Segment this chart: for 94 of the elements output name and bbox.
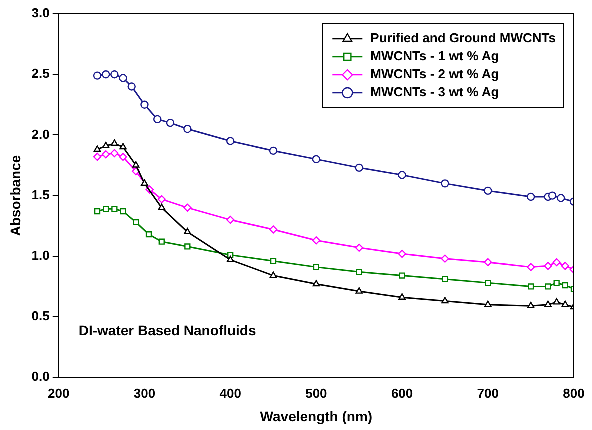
point xyxy=(120,208,126,215)
point xyxy=(119,74,128,82)
point xyxy=(94,146,102,152)
point xyxy=(557,194,566,202)
point xyxy=(312,236,321,245)
point xyxy=(527,302,535,308)
legend-label: Purified and Ground MWCNTs xyxy=(370,30,556,46)
point xyxy=(102,70,110,79)
point xyxy=(355,244,364,252)
x-tick-label: 500 xyxy=(306,386,328,401)
point xyxy=(102,150,110,159)
point xyxy=(544,300,552,308)
point xyxy=(484,258,492,267)
point xyxy=(226,216,235,224)
point xyxy=(270,272,278,278)
point xyxy=(553,298,560,305)
point xyxy=(141,180,148,186)
point xyxy=(184,204,192,212)
x-tick-label: 600 xyxy=(391,386,414,401)
point xyxy=(442,276,448,283)
point xyxy=(526,192,536,202)
point xyxy=(545,284,552,290)
y-tick-label: 0.0 xyxy=(32,369,50,384)
y-tick-label: 1.5 xyxy=(32,187,50,202)
point xyxy=(441,254,450,263)
point xyxy=(184,244,191,250)
point xyxy=(120,143,127,150)
point xyxy=(140,100,149,109)
x-axis-title: Wavelength (nm) xyxy=(260,408,373,424)
point xyxy=(313,264,320,270)
point xyxy=(154,115,162,124)
point xyxy=(484,300,492,308)
point xyxy=(93,72,102,80)
annotation: DI-water Based Nanofluids xyxy=(78,322,256,339)
point xyxy=(562,282,568,289)
point xyxy=(133,219,140,226)
point xyxy=(442,297,449,304)
point xyxy=(398,171,406,180)
x-tick-label: 300 xyxy=(134,386,156,401)
point xyxy=(312,280,320,287)
point xyxy=(552,258,561,267)
point xyxy=(398,294,406,300)
point xyxy=(158,195,166,204)
point xyxy=(158,204,166,210)
y-tick-label: 2.5 xyxy=(32,66,50,82)
x-tick-label: 800 xyxy=(563,386,585,401)
point xyxy=(110,149,119,158)
point xyxy=(158,238,165,245)
point xyxy=(269,146,278,156)
legend-label: MWCNTs - 2 wt % Ag xyxy=(370,66,500,82)
point xyxy=(119,152,128,162)
point xyxy=(441,180,450,188)
point xyxy=(399,272,406,279)
y-axis-title: Absorbance xyxy=(7,155,24,236)
point xyxy=(528,284,534,290)
point xyxy=(269,226,278,234)
point xyxy=(111,140,118,146)
point xyxy=(356,269,362,276)
point xyxy=(485,280,492,286)
point xyxy=(561,262,570,270)
point xyxy=(166,118,175,128)
point xyxy=(484,186,492,196)
x-tick-label: 400 xyxy=(220,386,242,401)
point xyxy=(102,142,110,148)
y-tick-label: 2.0 xyxy=(32,126,50,142)
point xyxy=(544,262,552,270)
point xyxy=(562,300,570,308)
point xyxy=(355,164,364,172)
point xyxy=(356,287,363,294)
point xyxy=(526,263,536,272)
point xyxy=(103,206,110,212)
point xyxy=(184,228,192,235)
y-tick-label: 3.0 xyxy=(32,6,50,21)
point xyxy=(312,155,321,164)
point xyxy=(112,206,118,212)
point xyxy=(93,152,102,162)
point xyxy=(128,82,136,91)
point xyxy=(146,232,152,238)
point xyxy=(132,161,140,168)
point xyxy=(110,70,119,79)
point xyxy=(270,258,277,264)
legend-label: MWCNTs - 3 wt % Ag xyxy=(370,84,500,100)
point xyxy=(554,280,560,286)
point xyxy=(226,256,234,262)
y-tick-label: 1.0 xyxy=(32,248,50,263)
x-tick-label: 200 xyxy=(48,386,70,401)
y-tick-label: 0.5 xyxy=(32,308,50,324)
point xyxy=(94,208,101,215)
legend-label: MWCNTs - 1 wt % Ag xyxy=(370,48,500,64)
point xyxy=(548,192,557,200)
x-tick-label: 700 xyxy=(477,386,499,401)
point xyxy=(398,250,406,258)
point xyxy=(226,137,235,146)
point xyxy=(184,125,192,134)
